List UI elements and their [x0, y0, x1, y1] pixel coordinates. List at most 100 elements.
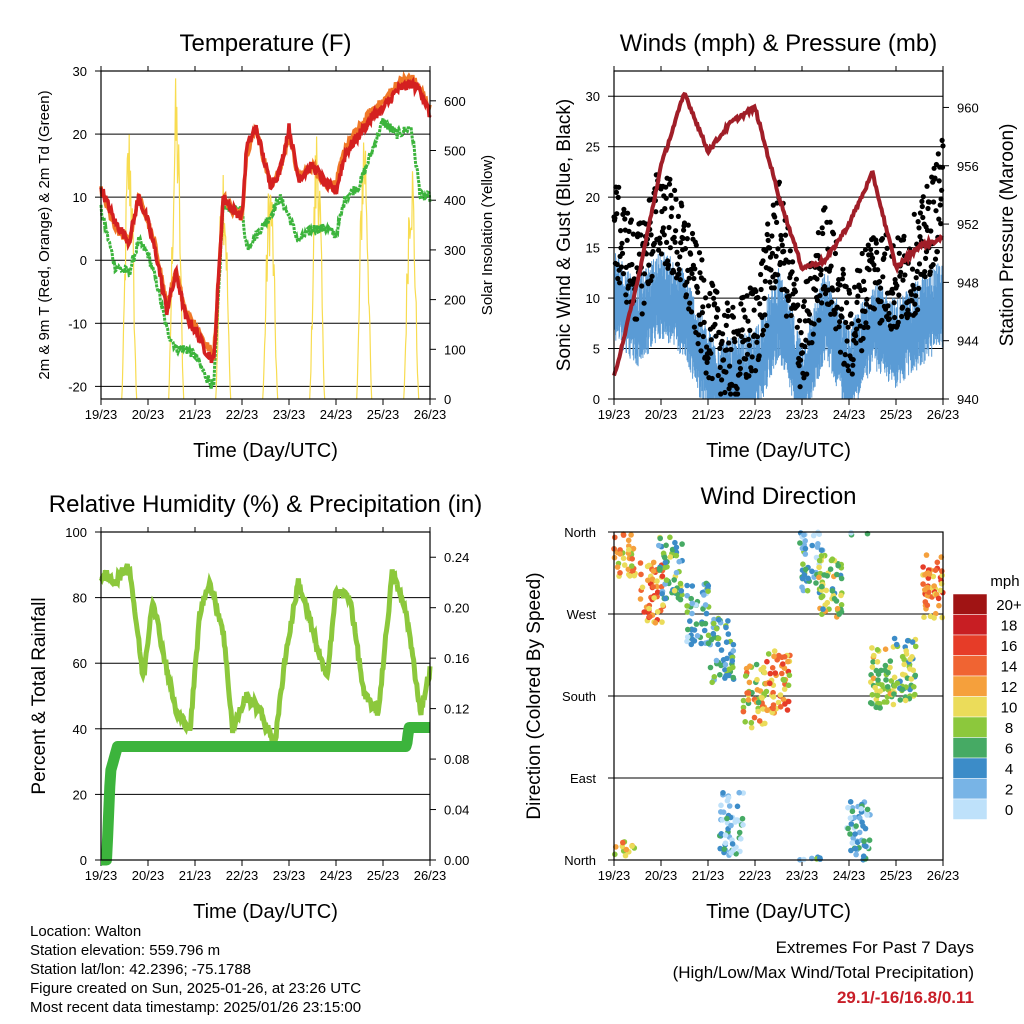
gust-point [687, 300, 693, 306]
gust-point [876, 279, 883, 285]
gust-point [873, 240, 879, 246]
gust-point [757, 301, 763, 307]
wind-speed-legend-swatch [952, 593, 988, 615]
temperature-x-tick-label: 19/23 [85, 407, 118, 422]
gust-point [689, 230, 696, 237]
wind-direction-x-tick-label: 20/23 [645, 868, 678, 883]
winds-y-right-tick-label: 956 [957, 159, 979, 174]
gust-point [614, 211, 620, 217]
wind-speed-legend-swatch [952, 798, 988, 820]
wind-direction-point [810, 532, 817, 539]
wind-direction-point [688, 595, 694, 602]
wind-direction-point [689, 636, 696, 643]
gust-point [886, 310, 892, 316]
gust-point [781, 248, 787, 254]
rh-y-axis-label: Percent & Total Rainfall [29, 597, 50, 794]
gust-point [865, 324, 871, 330]
wind-direction-point [730, 648, 737, 654]
gust-point [686, 275, 692, 281]
gust-point [681, 227, 687, 233]
wind-direction-point [799, 575, 806, 582]
gust-point [705, 355, 711, 361]
wind-direction-point [617, 547, 623, 553]
wind-direction-point [934, 559, 941, 566]
wind-direction-point [785, 658, 791, 665]
wind-direction-point [817, 856, 823, 862]
gust-point [916, 225, 922, 231]
gust-point [843, 284, 849, 290]
wind-direction-point [849, 808, 856, 815]
gust-point [866, 267, 872, 273]
gust-point [715, 372, 721, 379]
gust-point [816, 317, 822, 323]
gust-point [820, 230, 826, 237]
wind-direction-point [722, 675, 728, 681]
rh-y-tick-label: 0 [80, 853, 87, 868]
wind-direction-point [677, 596, 684, 603]
gust-point [661, 232, 667, 238]
winds-y-right-axis-label: Station Pressure (Maroon) [997, 124, 1018, 347]
wind-direction-point [679, 541, 685, 547]
gust-point [673, 228, 679, 234]
wind-direction-point [767, 680, 773, 687]
wind-direction-point [771, 653, 777, 660]
wind-direction-point [777, 704, 784, 710]
temperature-x-tick-label: 25/23 [367, 407, 400, 422]
gust-point [696, 332, 702, 338]
gust-point [751, 307, 757, 313]
gust-point [669, 205, 675, 211]
gust-point [885, 303, 891, 309]
wind-direction-point [909, 654, 915, 660]
temperature-x-tick-label: 24/23 [320, 407, 353, 422]
gust-point [863, 301, 870, 307]
rh-y-right-tick-label: 0.20 [444, 601, 469, 616]
wind-direction-point [673, 544, 680, 551]
wind-direction-point [824, 599, 831, 606]
temperature-y-right-axis-label: Solar Insolation (Yellow) [479, 155, 496, 315]
wind-direction-point [751, 714, 758, 721]
gust-point [618, 245, 624, 251]
gust-point [788, 312, 794, 319]
wind-direction-point [711, 620, 717, 627]
gust-point [919, 203, 925, 210]
gust-point [913, 275, 919, 281]
gust-point [930, 262, 936, 268]
wind-direction-point [797, 540, 803, 546]
wind-direction-point [927, 613, 934, 620]
wind-direction-point [687, 618, 693, 624]
gust-point [860, 335, 866, 342]
rh-y-tick-label: 40 [73, 722, 87, 737]
gust-point [784, 288, 790, 294]
wind-direction-point [772, 670, 779, 676]
wind-direction-point [932, 610, 939, 617]
gust-point [692, 266, 698, 272]
winds-x-tick-label: 22/23 [739, 407, 772, 422]
temperature-y-tick-label: 10 [73, 190, 87, 205]
gust-point [862, 308, 868, 314]
gust-point [615, 275, 621, 282]
wind-direction-point [612, 534, 618, 541]
winds-y-right-tick-label: 948 [957, 275, 979, 290]
wind-direction-y-axis-label: Direction (Colored By Speed) [524, 572, 545, 819]
gust-point [720, 331, 726, 337]
wind-direction-point [730, 674, 736, 681]
gust-point [682, 246, 689, 252]
gust-point [704, 344, 710, 350]
wind-direction-point [688, 641, 695, 648]
gust-point [665, 262, 672, 268]
wind-direction-point [646, 605, 652, 612]
wind-speed-legend-label: 18 [1001, 618, 1018, 635]
wind-direction-point [718, 831, 725, 837]
wind-direction-point [801, 532, 807, 538]
temperature-x-tick-label: 26/23 [414, 407, 447, 422]
wind-direction-point [631, 572, 638, 579]
wind-direction-point [925, 570, 931, 576]
gust-point [625, 210, 631, 216]
wind-direction-point [656, 566, 663, 572]
gust-point [705, 303, 712, 309]
gust-point [855, 293, 861, 299]
wind-direction-point [901, 661, 907, 668]
wind-direction-point [718, 647, 725, 653]
gust-point [648, 232, 654, 238]
gust-point [881, 255, 887, 261]
